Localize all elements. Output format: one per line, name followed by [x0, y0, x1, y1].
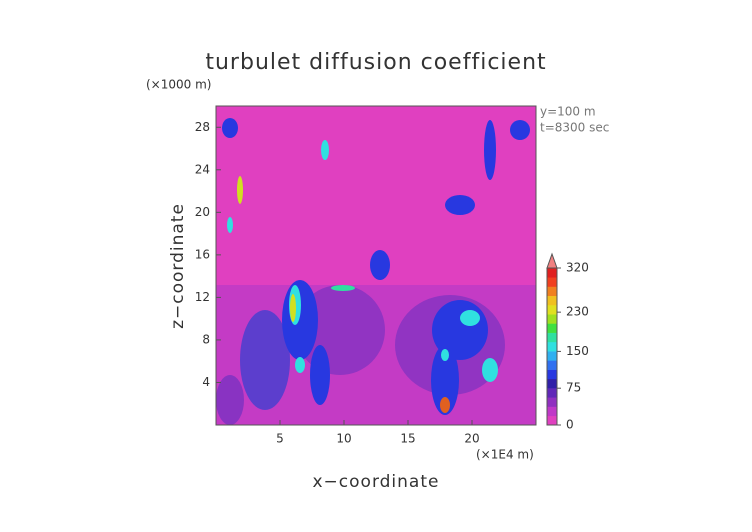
colorbar-segment	[547, 304, 557, 315]
y-tick-label: 12	[195, 290, 210, 304]
colorbar-tick-label: 150	[566, 344, 589, 358]
colorbar-segment	[547, 369, 557, 380]
colorbar-segment	[547, 295, 557, 306]
x-axis-label: x−coordinate	[313, 472, 440, 492]
colorbar-segment	[547, 397, 557, 407]
y-unit: (×1000 m)	[146, 78, 211, 92]
x-tick-label: 5	[276, 432, 284, 446]
y-axis-label: z−coordinate	[168, 203, 188, 329]
colorbar-tick-label: 320	[566, 261, 589, 275]
y-tick-label: 24	[195, 162, 210, 176]
y-tick-label: 4	[202, 375, 210, 389]
y-tick-label: 8	[202, 332, 210, 346]
colorbar-segment	[547, 351, 557, 361]
colorbar-segment	[547, 360, 557, 370]
y-tick-label: 20	[195, 205, 210, 219]
colorbar-segment	[547, 388, 557, 398]
contour-field	[216, 118, 536, 425]
colorbar-segment	[547, 314, 557, 324]
x-tick-label: 15	[400, 432, 415, 446]
colorbar-segment	[547, 341, 557, 352]
colorbar-extend	[546, 252, 558, 269]
annotation: t=8300 sec	[540, 121, 609, 135]
plot-frame	[215, 105, 537, 426]
colorbar-segment	[547, 332, 557, 343]
x-tick-label: 20	[464, 432, 479, 446]
y-tick-label: 16	[195, 247, 210, 261]
x-unit: (×1E4 m)	[476, 448, 534, 462]
colorbar-tick-label: 230	[566, 305, 589, 319]
colorbar-segment	[547, 268, 557, 278]
chart-title: turbulet diffusion coefficient	[205, 50, 546, 75]
colorbar-frame	[546, 267, 558, 426]
x-tick-label: 10	[336, 432, 351, 446]
colorbar-tick-label: 0	[566, 418, 574, 432]
y-tick-label: 28	[195, 120, 210, 134]
colorbar-segment	[547, 415, 557, 426]
colorbar-segment	[547, 277, 557, 287]
colorbar-tick-label: 75	[566, 381, 581, 395]
colorbar-segment	[547, 378, 557, 389]
annotation: y=100 m	[540, 105, 596, 119]
colorbar-segment	[547, 323, 557, 333]
colorbar-segment	[547, 286, 557, 297]
colorbar-segment	[547, 406, 557, 417]
